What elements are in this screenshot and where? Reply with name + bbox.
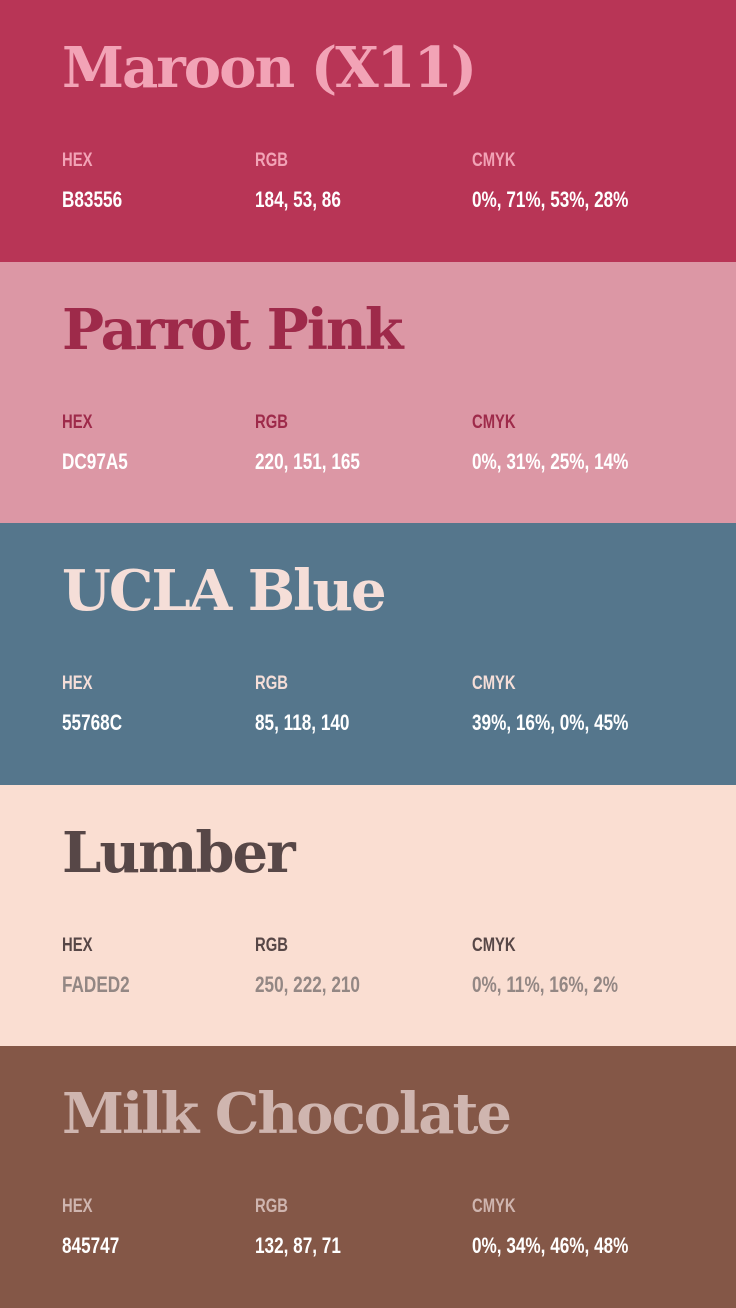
hex-label: HEX	[62, 1196, 93, 1218]
cmyk-label: CMYK	[472, 673, 516, 695]
rgb-column: RGB 132, 87, 71	[255, 1196, 365, 1258]
swatch-milk-chocolate: Milk Chocolate HEX 845747 RGB 132, 87, 7…	[0, 1046, 736, 1308]
hex-label: HEX	[62, 934, 93, 956]
swatch-lumber: Lumber HEX FADED2 RGB 250, 222, 210 CMYK…	[0, 784, 736, 1047]
rgb-column: RGB 250, 222, 210	[255, 935, 390, 997]
rgb-value: 85, 118, 140	[255, 710, 350, 736]
swatch-parrot-pink: Parrot Pink HEX DC97A5 RGB 220, 151, 165…	[0, 261, 736, 524]
rgb-label: RGB	[255, 150, 288, 171]
rgb-value: 220, 151, 165	[255, 448, 360, 474]
cmyk-value: 39%, 16%, 0%, 45%	[472, 710, 629, 736]
rgb-value: 132, 87, 71	[255, 1233, 341, 1259]
cmyk-column: CMYK 0%, 11%, 16%, 2%	[472, 935, 659, 997]
swatch-title: Milk Chocolate	[62, 1081, 512, 1148]
swatch-title: Maroon (X11)	[62, 35, 477, 101]
cmyk-label: CMYK	[472, 150, 516, 171]
swatch-title: UCLA Blue	[62, 558, 387, 625]
cmyk-value: 0%, 71%, 53%, 28%	[472, 187, 629, 212]
cmyk-value: 0%, 31%, 25%, 14%	[472, 448, 629, 474]
hex-label: HEX	[62, 150, 93, 171]
cmyk-label: CMYK	[472, 1196, 516, 1218]
hex-label: HEX	[62, 411, 93, 433]
hex-label: HEX	[62, 673, 93, 695]
cmyk-label: CMYK	[472, 411, 516, 433]
hex-value: DC97A5	[62, 448, 128, 474]
swatch-title: Lumber	[62, 819, 296, 886]
rgb-column: RGB 184, 53, 86	[255, 150, 365, 212]
hex-column: HEX 55768C	[62, 673, 139, 735]
rgb-label: RGB	[255, 411, 288, 433]
rgb-value: 184, 53, 86	[255, 187, 341, 212]
rgb-column: RGB 85, 118, 140	[255, 673, 376, 735]
rgb-label: RGB	[255, 1196, 288, 1218]
rgb-label: RGB	[255, 673, 288, 695]
swatch-ucla-blue: UCLA Blue HEX 55768C RGB 85, 118, 140 CM…	[0, 523, 736, 785]
hex-column: HEX FADED2	[62, 935, 149, 997]
cmyk-label: CMYK	[472, 934, 516, 956]
hex-value: FADED2	[62, 971, 130, 997]
hex-value: 55768C	[62, 710, 123, 736]
hex-column: HEX 845747	[62, 1196, 135, 1258]
hex-value: 845747	[62, 1233, 120, 1259]
cmyk-column: CMYK 39%, 16%, 0%, 45%	[472, 673, 673, 735]
rgb-column: RGB 220, 151, 165	[255, 412, 390, 474]
swatch-title: Parrot Pink	[62, 296, 404, 363]
cmyk-column: CMYK 0%, 71%, 53%, 28%	[472, 150, 673, 212]
hex-column: HEX B83556	[62, 150, 139, 212]
rgb-value: 250, 222, 210	[255, 971, 360, 997]
swatch-maroon-x11: Maroon (X11) HEX B83556 RGB 184, 53, 86 …	[0, 0, 736, 262]
hex-column: HEX DC97A5	[62, 412, 146, 474]
cmyk-column: CMYK 0%, 31%, 25%, 14%	[472, 412, 673, 474]
cmyk-value: 0%, 34%, 46%, 48%	[472, 1233, 629, 1259]
cmyk-value: 0%, 11%, 16%, 2%	[472, 971, 618, 997]
hex-value: B83556	[62, 187, 123, 212]
rgb-label: RGB	[255, 934, 288, 956]
cmyk-column: CMYK 0%, 34%, 46%, 48%	[472, 1196, 673, 1258]
